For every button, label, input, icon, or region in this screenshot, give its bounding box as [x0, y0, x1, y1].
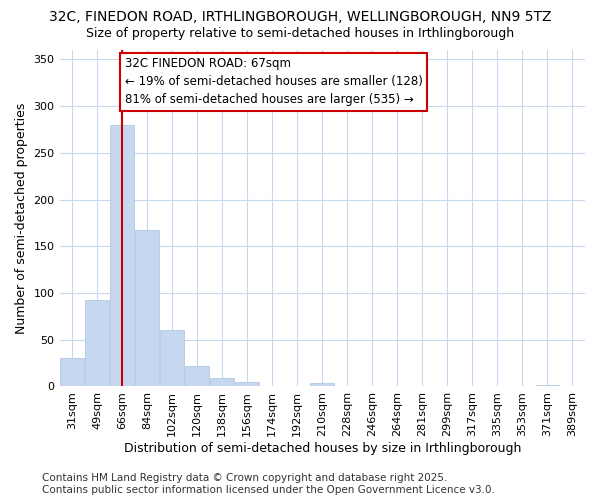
Bar: [185, 366, 209, 386]
Bar: [135, 230, 159, 386]
X-axis label: Distribution of semi-detached houses by size in Irthlingborough: Distribution of semi-detached houses by …: [124, 442, 521, 455]
Y-axis label: Number of semi-detached properties: Number of semi-detached properties: [15, 102, 28, 334]
Bar: [160, 330, 184, 386]
Bar: [60, 358, 84, 386]
Bar: [210, 378, 234, 386]
Text: 32C, FINEDON ROAD, IRTHLINGBOROUGH, WELLINGBOROUGH, NN9 5TZ: 32C, FINEDON ROAD, IRTHLINGBOROUGH, WELL…: [49, 10, 551, 24]
Text: 32C FINEDON ROAD: 67sqm
← 19% of semi-detached houses are smaller (128)
81% of s: 32C FINEDON ROAD: 67sqm ← 19% of semi-de…: [125, 58, 422, 106]
Text: Size of property relative to semi-detached houses in Irthlingborough: Size of property relative to semi-detach…: [86, 28, 514, 40]
Text: Contains HM Land Registry data © Crown copyright and database right 2025.
Contai: Contains HM Land Registry data © Crown c…: [42, 474, 495, 495]
Bar: [235, 382, 259, 386]
Bar: [85, 300, 109, 386]
Bar: [310, 382, 334, 386]
Bar: [536, 384, 559, 386]
Bar: [110, 125, 134, 386]
